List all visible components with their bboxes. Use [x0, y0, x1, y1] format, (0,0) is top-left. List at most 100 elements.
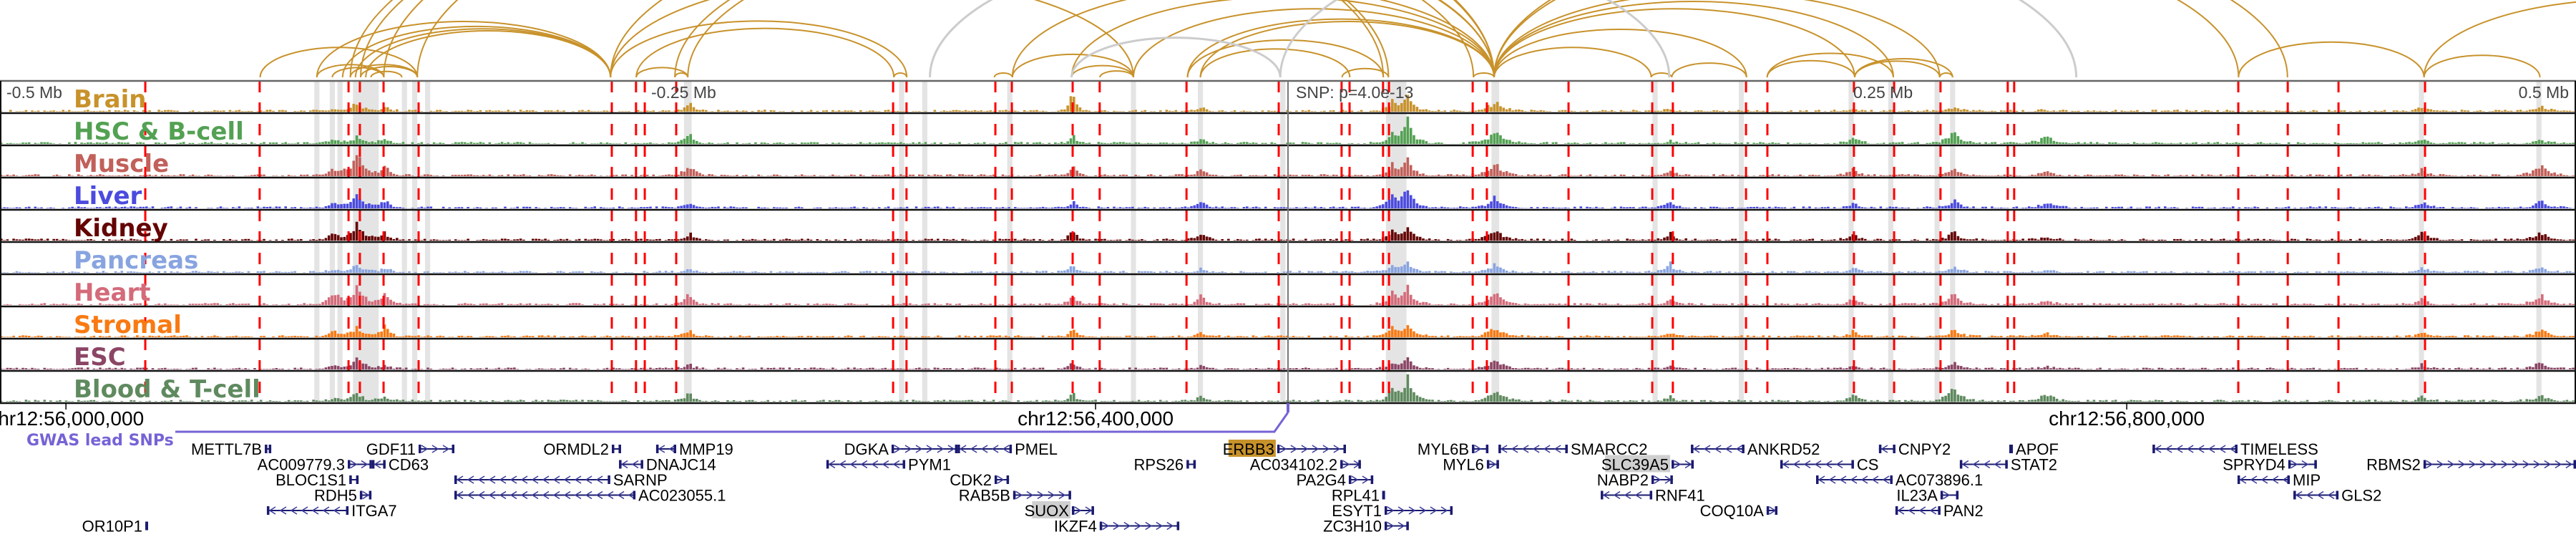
- strand-forward-arrow-icon: [361, 460, 369, 469]
- gene-bloc1s1: BLOC1S1: [275, 471, 359, 489]
- exon: [356, 475, 359, 484]
- gene-label: MYL6B: [1418, 440, 1469, 458]
- strand-reverse-arrow-icon: [959, 445, 967, 453]
- strand-reverse-arrow-icon: [849, 460, 857, 469]
- strand-reverse-arrow-icon: [456, 490, 464, 500]
- gene-label: CNPY2: [1898, 440, 1951, 458]
- gene-rab5b: RAB5B: [959, 487, 1071, 505]
- gene-ormdl2: ORMDL2: [543, 440, 621, 458]
- strand-forward-arrow-icon: [2533, 460, 2541, 469]
- gene-label: PAN2: [1943, 502, 1984, 520]
- gene-esyt1: ESYT1: [1332, 502, 1453, 520]
- strand-reverse-arrow-icon: [520, 475, 528, 484]
- exon: [452, 445, 455, 453]
- strand-reverse-arrow-icon: [488, 475, 496, 484]
- signal-track-liver: [0, 190, 2576, 208]
- strand-forward-arrow-icon: [1123, 521, 1131, 531]
- gene-mettl7b: METTL7B: [191, 440, 272, 458]
- gene-label: AC023055.1: [638, 487, 726, 505]
- strand-reverse-arrow-icon: [1850, 475, 1858, 484]
- strand-reverse-arrow-icon: [467, 490, 474, 500]
- exon: [1742, 445, 1745, 453]
- loop-arc: [610, 0, 1134, 78]
- loop-arc: [360, 65, 419, 78]
- gene-ankrd52: ANKRD52: [1691, 440, 1820, 458]
- strand-forward-arrow-icon: [1074, 506, 1082, 515]
- exon: [346, 506, 349, 515]
- exon: [1651, 475, 1654, 484]
- strand-forward-arrow-icon: [2490, 460, 2498, 469]
- gene-cnpy2: CNPY2: [1878, 440, 1951, 458]
- exon: [618, 445, 621, 453]
- chromatin-loop-arcs: [259, 0, 2576, 78]
- snp-pvalue-label: SNP: p=4.0e-13: [1296, 83, 1413, 102]
- track-labels: Brain HSC & B-cell Muscle Liver Kidney Pancre…: [74, 85, 260, 404]
- exon: [1370, 475, 1374, 484]
- loop-arc: [1671, 62, 1747, 78]
- exon: [268, 445, 272, 453]
- loop-arc: [1070, 64, 1134, 78]
- strand-reverse-arrow-icon: [456, 475, 464, 484]
- exon: [1472, 445, 1475, 453]
- strand-reverse-arrow-icon: [1532, 445, 1540, 453]
- strand-reverse-arrow-icon: [509, 490, 517, 500]
- exon: [1486, 460, 1490, 469]
- gene-label: STAT2: [2011, 456, 2057, 474]
- strand-reverse-arrow-icon: [2306, 490, 2313, 500]
- strand-forward-arrow-icon: [904, 445, 912, 453]
- strand-reverse-arrow-icon: [333, 506, 341, 515]
- exon: [1186, 460, 1189, 469]
- strand-reverse-arrow-icon: [1871, 475, 1879, 484]
- strand-reverse-arrow-icon: [860, 460, 868, 469]
- exon: [2314, 460, 2317, 469]
- gene-spryd4: SPRYD4: [2223, 456, 2317, 474]
- loop-arc: [993, 72, 1013, 78]
- exon: [902, 460, 906, 469]
- gene-myl6: MYL6: [1443, 456, 1499, 474]
- coordinate-label: chr12:56,800,000: [2049, 407, 2205, 430]
- gene-highlight: [1228, 440, 1276, 457]
- gene-label: ITGA7: [351, 502, 397, 520]
- exon: [1091, 506, 1094, 515]
- gene-rdh5: RDH5: [314, 487, 372, 505]
- track-label: Blood & T-cell: [74, 375, 260, 404]
- strand-reverse-arrow-icon: [628, 490, 635, 500]
- strand-reverse-arrow-icon: [531, 475, 539, 484]
- exon: [608, 475, 610, 484]
- loop-arc: [1854, 60, 1941, 78]
- loop-arc: [1341, 67, 1390, 78]
- strand-reverse-arrow-icon: [574, 475, 582, 484]
- exon: [348, 460, 351, 469]
- loop-arc: [674, 72, 689, 78]
- exon: [2336, 490, 2339, 500]
- strand-reverse-arrow-icon: [574, 490, 582, 500]
- gene-label: GLS2: [2341, 487, 2381, 505]
- strand-reverse-arrow-icon: [1818, 475, 1825, 484]
- gene-label: AC009779.3: [258, 456, 345, 474]
- loop-arc: [370, 70, 403, 78]
- exon: [1670, 475, 1673, 484]
- gene-nabp2: NABP2: [1597, 471, 1673, 489]
- strand-reverse-arrow-icon: [1961, 460, 1969, 469]
- exon: [1691, 460, 1694, 469]
- strand-reverse-arrow-icon: [542, 475, 550, 484]
- strand-forward-arrow-icon: [1408, 506, 1416, 515]
- exon: [2005, 460, 2008, 469]
- exon: [145, 521, 148, 531]
- gene-pym1: PYM1: [826, 456, 951, 474]
- strand-forward-arrow-icon: [362, 490, 370, 500]
- gene-pa2g4: PA2G4: [1297, 471, 1374, 489]
- gene-gls2: GLS2: [2293, 487, 2381, 505]
- gene-stat2: STAT2: [1959, 456, 2057, 474]
- strand-forward-arrow-icon: [1312, 445, 1319, 453]
- gene-label: PMEL: [1015, 440, 1058, 458]
- gene-label: SPRYD4: [2223, 456, 2285, 474]
- gene-cs: CS: [1780, 456, 1878, 474]
- loop-arc: [1493, 8, 1855, 78]
- exon: [1277, 445, 1280, 453]
- gene-label: ORMDL2: [543, 440, 609, 458]
- gene-label: CDK2: [950, 471, 992, 489]
- exon: [371, 460, 375, 469]
- gene-timeless: TIMELESS: [2152, 440, 2318, 458]
- exon: [1013, 490, 1016, 500]
